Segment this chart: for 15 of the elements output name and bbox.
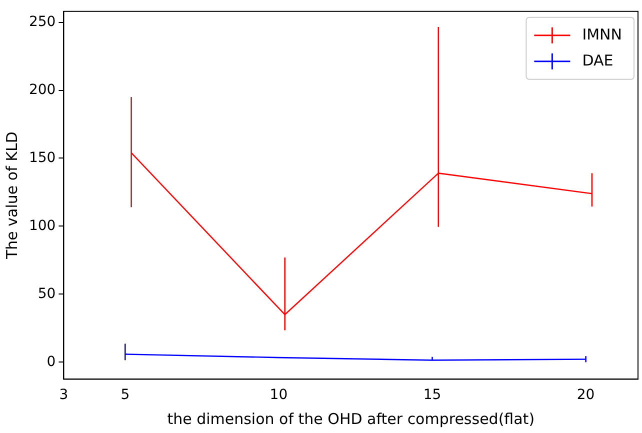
x-axis-title: the dimension of the OHD after compressed(flat) (167, 410, 535, 428)
y-tick-label: 250 (28, 14, 56, 30)
y-tick-label: 100 (28, 218, 56, 234)
y-tick-label: 150 (28, 150, 56, 166)
x-tick-label: 3 (59, 387, 68, 404)
x-tick-label: 15 (423, 387, 442, 404)
x-tick-label: 10 (270, 387, 288, 404)
x-tick-label: 5 (120, 387, 130, 404)
legend-label: DAE (582, 51, 614, 70)
y-tick-label: 0 (46, 354, 56, 370)
x-tick-label: 20 (576, 387, 595, 404)
y-tick-label: 50 (38, 286, 56, 302)
y-axis-title: The value of KLD (2, 132, 21, 260)
legend-label: IMNN (582, 25, 622, 44)
y-tick-label: 200 (28, 82, 56, 98)
